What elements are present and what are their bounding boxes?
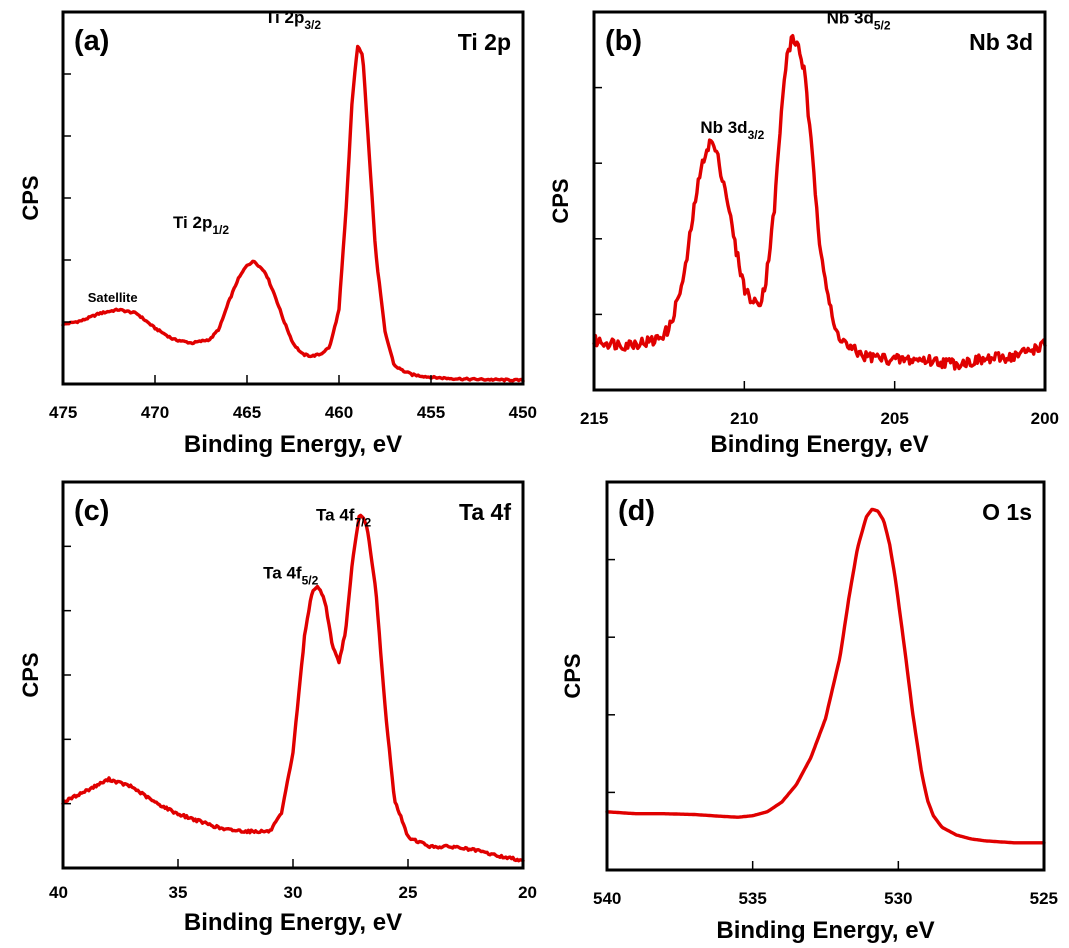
x-axis-label: Binding Energy, eV — [716, 917, 934, 944]
x-tick-label: 540 — [593, 889, 621, 908]
x-tick-label: 470 — [141, 403, 169, 422]
x-tick-label: 35 — [169, 883, 188, 902]
peak-annotation: Satellite — [88, 290, 138, 305]
x-tick-label: 455 — [417, 403, 445, 422]
x-tick-label: 25 — [399, 883, 418, 902]
spectrum-line — [61, 513, 525, 863]
x-axis-label: Binding Energy, eV — [184, 431, 402, 458]
x-tick-label: 450 — [509, 403, 537, 422]
chart-title: Ti 2p — [458, 29, 511, 55]
x-tick-label: 530 — [884, 889, 912, 908]
peak-annotation: Ta 4f5/2 — [263, 564, 318, 588]
x-tick-label: 215 — [580, 409, 608, 428]
chart-title: Ta 4f — [459, 499, 511, 525]
spectrum-line — [61, 44, 525, 383]
x-axis-label: Binding Energy, eV — [184, 909, 402, 936]
plot-frame — [592, 10, 1047, 392]
x-tick-label: 30 — [284, 883, 303, 902]
x-axis-label: Binding Energy, eV — [710, 431, 928, 458]
x-tick-label: 465 — [233, 403, 261, 422]
y-axis-label: CPS — [18, 652, 43, 697]
plot-frame — [605, 480, 1046, 872]
panel-label: (b) — [605, 25, 642, 57]
peak-annotation: Nb 3d3/2 — [700, 118, 764, 142]
x-tick-label: 200 — [1031, 409, 1059, 428]
x-tick-label: 210 — [730, 409, 758, 428]
y-axis-label: CPS — [18, 175, 43, 220]
panel-d: 540 535 530 525 (d) O 1s Binding Energy, eV CPS — [560, 480, 1058, 944]
panel-label: (d) — [618, 495, 655, 527]
x-tick-label: 205 — [880, 409, 908, 428]
y-axis-label: CPS — [548, 178, 573, 223]
plot-frame — [61, 480, 525, 870]
panel-label: (a) — [74, 25, 109, 57]
x-tick-label: 460 — [325, 403, 353, 422]
panel-c: 40 35 30 25 20 (c) Ta 4f Binding Energy, eV CPS T… — [18, 480, 537, 936]
x-tick-label: 525 — [1030, 889, 1058, 908]
peak-annotation: Ta 4f7/2 — [316, 506, 371, 530]
panel-a: 475 470 465 460 455 450 (a) Ti 2p Binding Energy… — [18, 8, 537, 458]
x-tick-label: 475 — [49, 403, 77, 422]
peak-annotation: Ti 2p1/2 — [173, 213, 229, 237]
x-tick-label: 40 — [49, 883, 68, 902]
spectrum-line — [592, 34, 1047, 371]
peak-annotation: Ti 2p3/2 — [265, 8, 321, 32]
spectrum-line — [605, 507, 1046, 845]
panel-label: (c) — [74, 495, 109, 527]
chart-title: Nb 3d — [969, 29, 1033, 55]
x-tick-label: 20 — [518, 883, 537, 902]
peak-annotation: Nb 3d5/2 — [827, 8, 891, 32]
panel-b: 215 210 205 200 (b) Nb 3d Binding Energy, eV CP… — [548, 8, 1059, 458]
x-tick-label: 535 — [738, 889, 766, 908]
plot-frame — [61, 10, 525, 386]
chart-title: O 1s — [982, 499, 1032, 525]
y-axis-label: CPS — [560, 653, 585, 698]
